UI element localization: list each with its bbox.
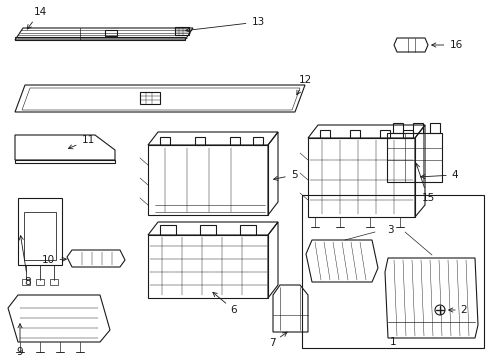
Bar — [160, 137, 170, 145]
Text: 8: 8 — [19, 236, 31, 287]
Bar — [403, 130, 413, 138]
Text: 9: 9 — [17, 324, 24, 357]
Bar — [50, 279, 58, 285]
Text: 11: 11 — [69, 135, 95, 149]
Bar — [160, 225, 176, 235]
Text: 13: 13 — [186, 17, 265, 32]
Bar — [380, 130, 390, 138]
Text: 5: 5 — [273, 170, 297, 180]
Bar — [302, 195, 484, 348]
Bar — [350, 130, 360, 138]
Text: 15: 15 — [416, 163, 435, 203]
Bar — [320, 130, 330, 138]
Text: 12: 12 — [297, 75, 312, 95]
Bar — [105, 30, 117, 36]
Text: 7: 7 — [269, 332, 287, 348]
Text: 4: 4 — [421, 170, 458, 180]
Bar — [36, 279, 44, 285]
Bar — [430, 123, 440, 133]
Bar — [22, 279, 30, 285]
Bar — [230, 137, 240, 145]
Bar — [253, 137, 263, 145]
Text: 6: 6 — [213, 292, 237, 315]
Text: 14: 14 — [27, 7, 47, 29]
Bar — [175, 27, 189, 35]
Bar — [413, 123, 423, 133]
Bar — [200, 225, 216, 235]
Bar — [195, 137, 205, 145]
Text: 16: 16 — [432, 40, 463, 50]
Bar — [393, 123, 403, 133]
Bar — [140, 92, 160, 104]
Text: 1: 1 — [390, 337, 396, 347]
Text: 2: 2 — [449, 305, 467, 315]
Bar — [240, 225, 256, 235]
Text: 10: 10 — [42, 255, 66, 265]
Text: 3: 3 — [387, 225, 393, 235]
